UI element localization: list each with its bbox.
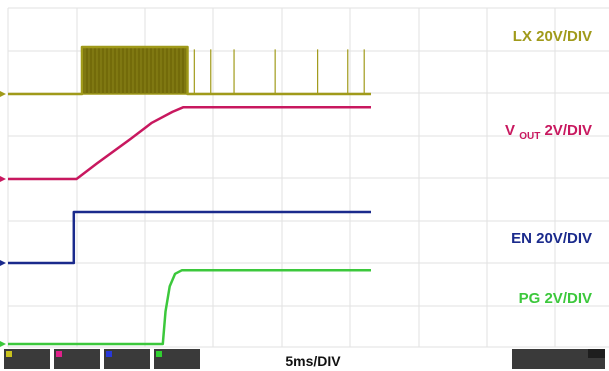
lx-name: LX bbox=[513, 28, 532, 45]
timebase-label: 5ms/DIV bbox=[285, 353, 341, 369]
vout-trace bbox=[8, 105, 371, 181]
en-name: EN bbox=[511, 230, 532, 247]
pg-trace bbox=[8, 268, 371, 346]
lx-ground-marker bbox=[0, 91, 6, 97]
ch3-color-chip bbox=[106, 351, 112, 357]
vout-name-sub: OUT bbox=[519, 131, 540, 142]
vout-ground-marker bbox=[0, 176, 6, 182]
pg-scale: 2V/DIV bbox=[544, 290, 592, 307]
ch3-box bbox=[104, 349, 150, 369]
ch4-box bbox=[154, 349, 200, 369]
timebase-box bbox=[512, 349, 605, 369]
vout-name-main: V bbox=[505, 122, 515, 139]
ch2-color-chip bbox=[56, 351, 62, 357]
ch2-box bbox=[54, 349, 100, 369]
lx-label: LX 20V/DIV bbox=[513, 28, 592, 45]
ch1-color-chip bbox=[6, 351, 12, 357]
lx-switching-burst bbox=[81, 46, 189, 95]
pg-ground-marker bbox=[0, 341, 6, 347]
lx-trace bbox=[8, 45, 371, 96]
traces bbox=[0, 45, 371, 347]
ch4-color-chip bbox=[156, 351, 162, 357]
pg-label: PG 2V/DIV bbox=[519, 290, 592, 307]
en-label: EN 20V/DIV bbox=[511, 230, 592, 247]
en-ground-marker bbox=[0, 260, 6, 266]
vout-label: V OUT 2V/DIV bbox=[505, 122, 592, 143]
lx-scale: 20V/DIV bbox=[536, 28, 592, 45]
ch1-box bbox=[4, 349, 50, 369]
en-scale: 20V/DIV bbox=[536, 230, 592, 247]
vout-scale: 2V/DIV bbox=[544, 122, 592, 139]
en-trace bbox=[8, 210, 371, 265]
pg-name: PG bbox=[519, 290, 541, 307]
channel-strip bbox=[4, 349, 200, 369]
